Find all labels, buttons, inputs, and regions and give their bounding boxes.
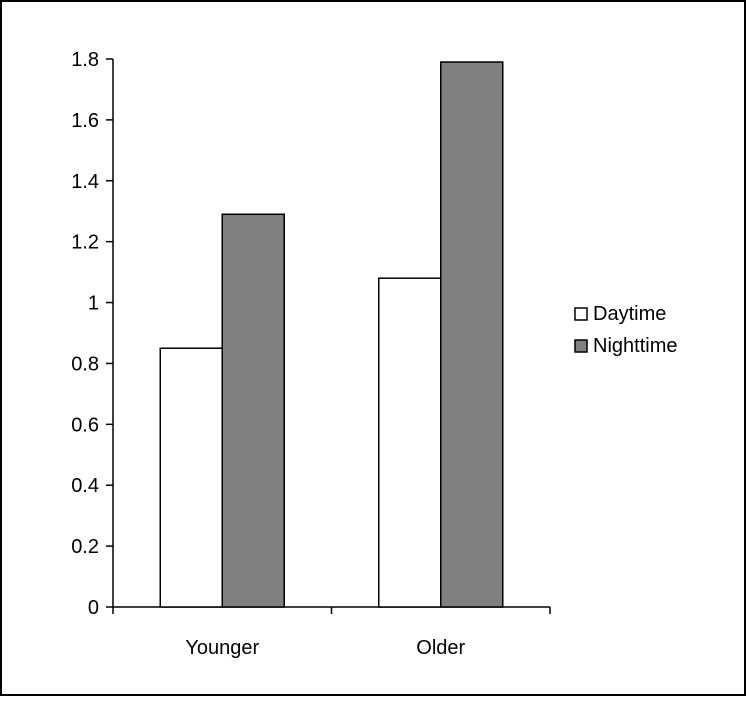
bar-nighttime-older bbox=[440, 61, 504, 608]
y-tick-label: 0.8 bbox=[71, 353, 99, 375]
y-tick-label: 0 bbox=[88, 597, 99, 619]
y-tick-label: 1.4 bbox=[71, 171, 99, 193]
legend-label-nighttime: Nighttime bbox=[593, 335, 677, 357]
y-tick-label: 1.2 bbox=[71, 232, 99, 254]
bar-daytime-younger bbox=[159, 347, 223, 608]
bar-nighttime-younger bbox=[221, 213, 285, 608]
legend: Daytime Nighttime bbox=[574, 303, 677, 357]
y-tick-label: 1.8 bbox=[71, 49, 99, 71]
bar-daytime-older bbox=[378, 277, 442, 608]
legend-swatch-nighttime bbox=[574, 339, 588, 353]
y-tick-label: 0.4 bbox=[71, 475, 99, 497]
x-category-label: Younger bbox=[185, 637, 259, 659]
y-axis: 0 0.2 0.4 0.6 0.8 1 1.2 1.4 1.6 1.8 bbox=[71, 49, 114, 619]
y-tick-label: 0.6 bbox=[71, 414, 99, 436]
x-category-label: Older bbox=[416, 637, 465, 659]
y-tick-label: 1 bbox=[88, 293, 99, 315]
legend-label-daytime: Daytime bbox=[593, 303, 666, 325]
bars bbox=[159, 61, 504, 608]
legend-swatch-daytime bbox=[574, 307, 588, 321]
y-tick-label: 0.2 bbox=[71, 536, 99, 558]
y-tick-label: 1.6 bbox=[71, 110, 99, 132]
